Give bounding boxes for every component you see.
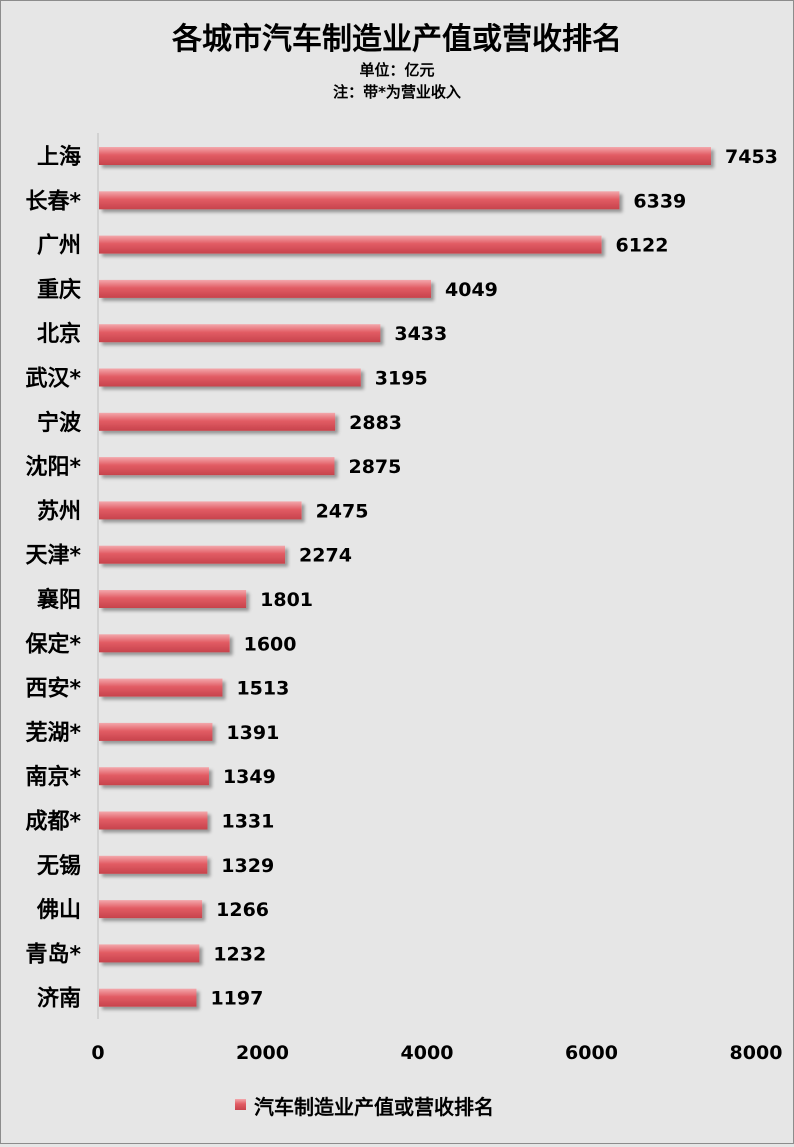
legend: 汽车制造业产值或营收排名 — [235, 1095, 494, 1119]
data-label: 1331 — [221, 811, 274, 833]
data-label: 1232 — [213, 943, 266, 965]
bar — [99, 412, 336, 431]
category-label: 芜湖* — [25, 721, 81, 746]
category-label: 无锡 — [37, 854, 81, 879]
x-tick-label: 2000 — [236, 1042, 289, 1064]
bar-group: 上海 7453 长春* 6339 广州 6122 重庆 4049 北京 3433 武汉* 3195 宁波… — [24, 144, 777, 1012]
category-label: 重庆 — [37, 277, 81, 303]
bar — [99, 722, 213, 741]
bar — [99, 678, 223, 697]
bar — [99, 235, 602, 254]
bar — [99, 457, 335, 476]
chart-subtitle-unit: 单位：亿元 — [359, 61, 434, 79]
bar — [99, 501, 302, 520]
bar — [99, 855, 208, 874]
chart-subtitle-note: 注：带*为营业收入 — [333, 83, 461, 101]
data-label: 3195 — [375, 368, 428, 390]
category-label: 北京 — [37, 321, 81, 347]
category-label: 青岛* — [25, 941, 81, 967]
category-label: 西安* — [25, 676, 81, 702]
data-label: 6122 — [616, 235, 669, 257]
data-label: 1329 — [221, 855, 274, 877]
category-label: 武汉* — [25, 367, 81, 392]
category-label: 苏州 — [37, 498, 81, 524]
data-label: 2875 — [348, 456, 401, 478]
category-label: 保定* — [24, 631, 81, 657]
x-tick-label: 8000 — [730, 1042, 783, 1064]
x-axis-ticks: 0 2000 4000 6000 8000 — [91, 1042, 782, 1064]
legend-swatch — [235, 1099, 246, 1110]
category-label: 济南 — [37, 986, 81, 1012]
data-label: 4049 — [445, 279, 498, 301]
bar — [99, 590, 247, 608]
bar — [99, 279, 432, 298]
category-label: 长春* — [25, 189, 81, 214]
data-label: 1600 — [244, 633, 297, 655]
chart-title: 各城市汽车制造业产值或营收排名 — [171, 22, 622, 57]
data-label: 2883 — [349, 412, 402, 434]
data-label: 1266 — [216, 899, 269, 921]
x-tick-label: 6000 — [565, 1042, 618, 1064]
data-label: 1801 — [260, 589, 313, 611]
legend-label: 汽车制造业产值或营收排名 — [254, 1095, 494, 1119]
bar — [99, 988, 197, 1007]
bar — [99, 900, 203, 919]
bar — [99, 634, 230, 653]
bar — [99, 767, 209, 786]
category-label: 广州 — [37, 233, 81, 259]
bar — [99, 191, 620, 210]
category-label: 成都* — [25, 810, 81, 835]
bar — [99, 368, 361, 387]
data-label: 7453 — [725, 146, 778, 168]
data-label: 1349 — [223, 766, 276, 788]
x-tick-label: 4000 — [401, 1042, 454, 1064]
bar — [99, 147, 712, 165]
bar — [99, 811, 208, 830]
x-tick-label: 0 — [91, 1042, 104, 1064]
category-label: 沈阳* — [25, 455, 81, 480]
data-label: 2475 — [316, 500, 369, 522]
bar — [99, 944, 200, 963]
data-label: 1391 — [226, 722, 279, 744]
category-label: 佛山 — [36, 898, 81, 923]
data-label: 3433 — [394, 323, 447, 345]
data-label: 6339 — [633, 190, 686, 212]
category-label: 宁波 — [37, 410, 82, 436]
bar — [99, 545, 286, 564]
data-label: 2274 — [299, 545, 352, 567]
category-label: 天津* — [25, 543, 81, 569]
category-label: 南京* — [25, 764, 81, 790]
data-label: 1197 — [210, 988, 263, 1010]
data-label: 1513 — [236, 678, 289, 700]
bar — [99, 324, 381, 343]
category-label: 上海 — [37, 144, 81, 170]
category-label: 襄阳 — [36, 587, 81, 613]
